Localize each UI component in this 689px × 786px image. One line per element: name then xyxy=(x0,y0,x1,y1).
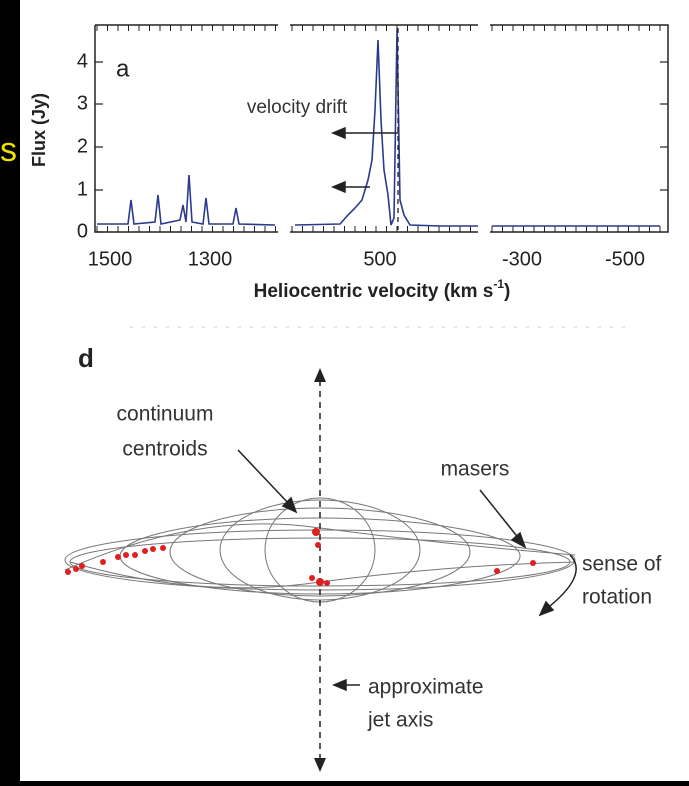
x-tick-label: -500 xyxy=(605,248,645,270)
y-tick-label: 4 xyxy=(77,50,88,72)
y-tick-label: 3 xyxy=(77,92,88,114)
panel-label: a xyxy=(116,55,130,82)
y-ticks xyxy=(95,61,668,233)
annotation: masers xyxy=(441,458,510,481)
x-tick-label: 1300 xyxy=(188,248,233,270)
x-tick-labels: 1500 1300 500 -300 -500 xyxy=(88,248,645,270)
x-axis-label: Heliocentric velocity (km s-1) xyxy=(254,277,511,302)
y-tick-label: 0 xyxy=(77,220,88,242)
y-tick-label: 2 xyxy=(77,135,88,157)
spectrum xyxy=(97,29,660,227)
panel-label: d xyxy=(78,343,94,373)
annotation: sense of xyxy=(582,553,662,576)
annotation: centroids xyxy=(122,438,207,461)
annotation: approximate xyxy=(368,676,484,699)
x-axis-label-superscript: -1 xyxy=(493,277,504,291)
annotation: rotation xyxy=(582,586,652,609)
annotation: jet axis xyxy=(367,709,433,732)
x-axis-label-text: Heliocentric velocity (km s xyxy=(254,281,494,302)
maser-dots xyxy=(65,528,536,586)
annotation: velocity drift xyxy=(247,97,348,118)
annotations: continuum centroids masers sense of rota… xyxy=(117,403,662,732)
x-tick-label: 500 xyxy=(363,248,396,270)
x-tick-label: 1500 xyxy=(88,248,133,270)
x-tick-label: -300 xyxy=(502,248,542,270)
figure-background xyxy=(20,0,689,781)
plot-frame xyxy=(94,24,669,233)
slide-fragment: s xyxy=(0,131,17,169)
drift-arrows xyxy=(331,126,398,194)
x-axis-label-close: ) xyxy=(504,281,510,302)
y-axis-label: Flux (Jy) xyxy=(29,93,49,167)
y-tick-labels: 0 1 2 3 4 xyxy=(77,50,88,242)
y-tick-label: 1 xyxy=(77,178,88,200)
x-ticks xyxy=(96,25,661,232)
annotation-arrows xyxy=(237,449,577,692)
annotation: continuum xyxy=(117,403,214,426)
